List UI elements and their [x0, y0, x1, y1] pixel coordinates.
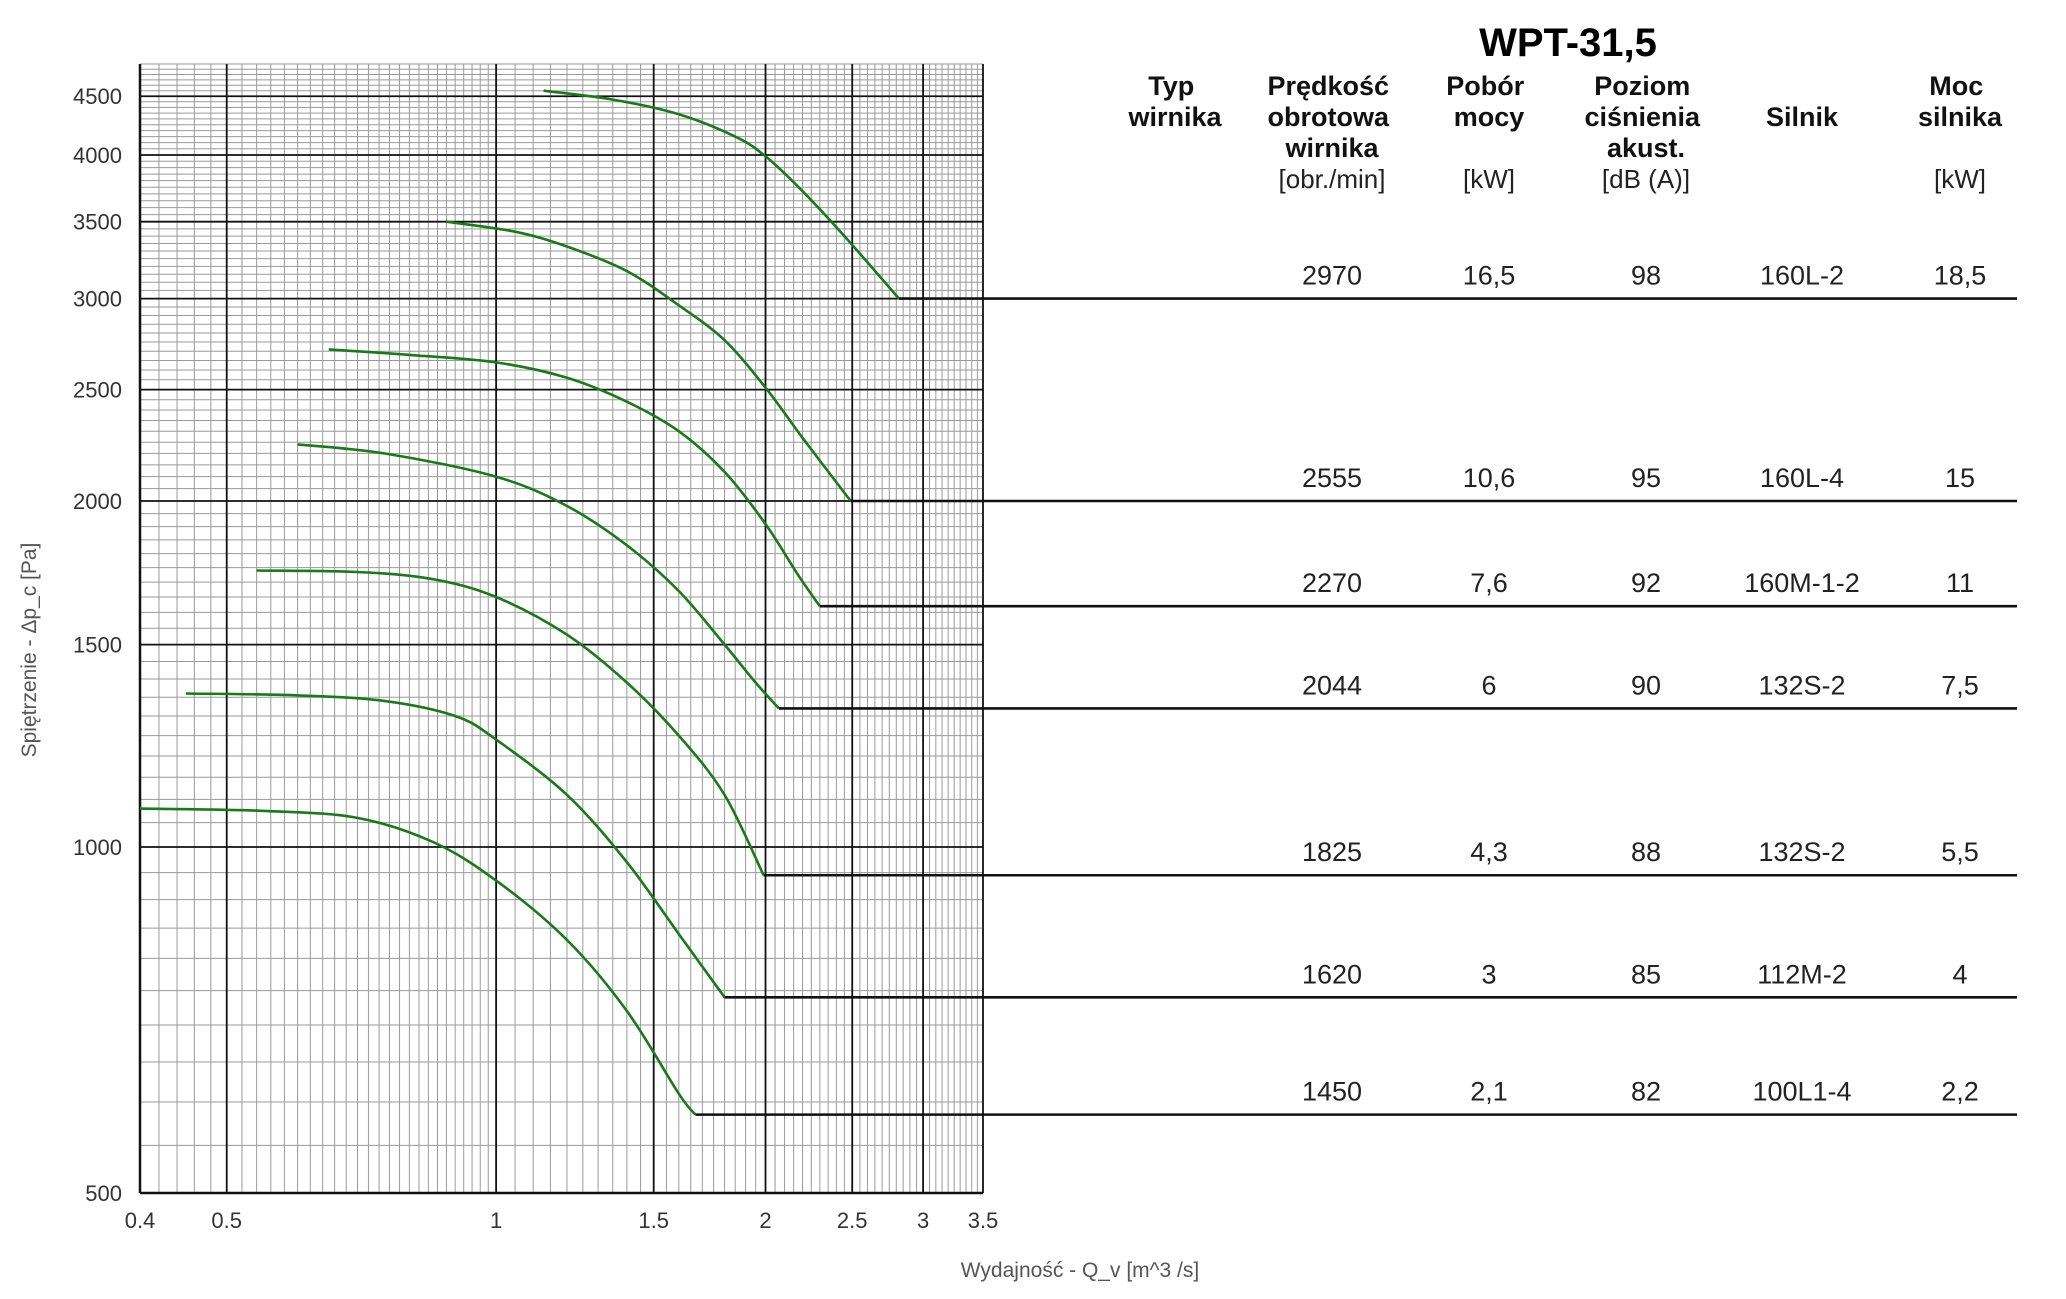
- x-tick-label: 3.5: [968, 1208, 999, 1233]
- header-moc: Moc silnika: [1918, 71, 2003, 132]
- table-cell-power: 2,1: [1470, 1077, 1508, 1107]
- header-predkosc-unit: [obr./min]: [1279, 164, 1386, 194]
- x-tick-label: 0.5: [211, 1208, 242, 1233]
- curve-2555: [446, 220, 852, 502]
- y-tick-label: 3000: [73, 287, 122, 312]
- x-axis-title: Wydajność - Q_v [m^3 /s]: [961, 1259, 1199, 1282]
- header-moc-unit: [kW]: [1934, 164, 1986, 194]
- table-cell-motor: 160L-2: [1760, 261, 1844, 291]
- table-cell-speed: 2555: [1302, 463, 1362, 493]
- table-cell-noise: 85: [1631, 959, 1661, 989]
- table-cell-power: 16,5: [1463, 261, 1516, 291]
- table-cell-speed: 1620: [1302, 959, 1362, 989]
- chart-title: WPT-31,5: [1479, 21, 1657, 65]
- table-cell-noise: 98: [1631, 261, 1661, 291]
- table-cell-speed: 1450: [1302, 1077, 1362, 1107]
- y-tick-label: 4000: [73, 143, 122, 168]
- table-cell-power: 7,6: [1470, 568, 1508, 598]
- tick-labels: 0.4 0.5 1 1.5 2 2.5 3 3.5 500 1000 1500 2000 2500 300…: [73, 84, 998, 1233]
- curve-2970: [543, 89, 900, 300]
- table-cell-noise: 88: [1631, 837, 1661, 867]
- curve-1825: [256, 569, 765, 876]
- header-poziom-unit: [dB (A)]: [1602, 164, 1690, 194]
- x-tick-label: 1: [490, 1208, 502, 1233]
- curve-series: [139, 89, 900, 1116]
- table-cell-speed: 2970: [1302, 261, 1362, 291]
- table-cell-power: 4,3: [1470, 837, 1508, 867]
- header-pobor: Pobór mocy: [1446, 71, 1532, 132]
- table-cell-motor: 100L1-4: [1752, 1077, 1851, 1107]
- y-tick-label: 2500: [73, 378, 122, 403]
- y-tick-label: 1000: [73, 835, 122, 860]
- x-tick-label: 1.5: [638, 1208, 669, 1233]
- header-pobor-unit: [kW]: [1463, 164, 1515, 194]
- header-predkosc: Prędkość obrotowa wirnika: [1267, 71, 1396, 163]
- y-tick-label: 2000: [73, 489, 122, 514]
- x-tick-label: 0.4: [125, 1208, 156, 1233]
- curve-2044: [297, 443, 780, 710]
- table-cell-motor_power: 7,5: [1941, 670, 1979, 700]
- x-tick-label: 2.5: [837, 1208, 868, 1233]
- chart-grid: [139, 63, 984, 1194]
- curve-1450: [139, 807, 697, 1116]
- table-cell-motor_power: 18,5: [1934, 261, 1987, 291]
- x-tick-label: 2: [759, 1208, 771, 1233]
- table-cell-motor: 112M-2: [1757, 959, 1847, 989]
- header-typ: Typ wirnika: [1127, 71, 1222, 132]
- table-cell-power: 10,6: [1463, 463, 1516, 493]
- table-cell-speed: 1825: [1302, 837, 1362, 867]
- table-cell-noise: 90: [1631, 670, 1661, 700]
- table-cell-motor: 160M-1-2: [1744, 568, 1860, 598]
- chart-axes: [138, 64, 983, 1195]
- x-tick-label: 3: [917, 1208, 929, 1233]
- table-cell-motor_power: 11: [1946, 568, 1974, 598]
- curve-1620: [185, 692, 726, 999]
- table-cell-motor: 160L-4: [1760, 463, 1844, 493]
- header-silnik: Silnik: [1766, 102, 1839, 132]
- table-cell-speed: 2044: [1302, 670, 1362, 700]
- operating-lines: 2970 16,5 98 160L-2 18,5 2555 10,6 95 160L-4 15 22…: [695, 261, 2017, 1116]
- table-cell-motor: 132S-2: [1758, 670, 1845, 700]
- table-header: Typ wirnika Prędkość obrotowa wirnika [o…: [1127, 71, 2003, 194]
- y-tick-label: 500: [85, 1181, 122, 1206]
- y-tick-label: 1500: [73, 633, 122, 658]
- curve-2270: [328, 348, 821, 607]
- y-axis-title: Spiętrzenie - Δp_c [Pa]: [18, 543, 41, 758]
- table-cell-motor_power: 15: [1945, 463, 1975, 493]
- header-poziom: Poziom ciśnienia akust.: [1584, 71, 1707, 163]
- table-cell-power: 3: [1481, 959, 1496, 989]
- y-tick-label: 3500: [73, 210, 122, 235]
- y-tick-label: 4500: [73, 84, 122, 109]
- table-cell-motor: 132S-2: [1758, 837, 1845, 867]
- table-cell-speed: 2270: [1302, 568, 1362, 598]
- table-cell-noise: 82: [1631, 1077, 1661, 1107]
- table-cell-motor_power: 4: [1952, 959, 1967, 989]
- table-cell-motor_power: 5,5: [1941, 837, 1979, 867]
- table-cell-motor_power: 2,2: [1941, 1077, 1979, 1107]
- table-cell-noise: 95: [1631, 463, 1661, 493]
- table-cell-noise: 92: [1631, 568, 1661, 598]
- table-cell-power: 6: [1481, 670, 1496, 700]
